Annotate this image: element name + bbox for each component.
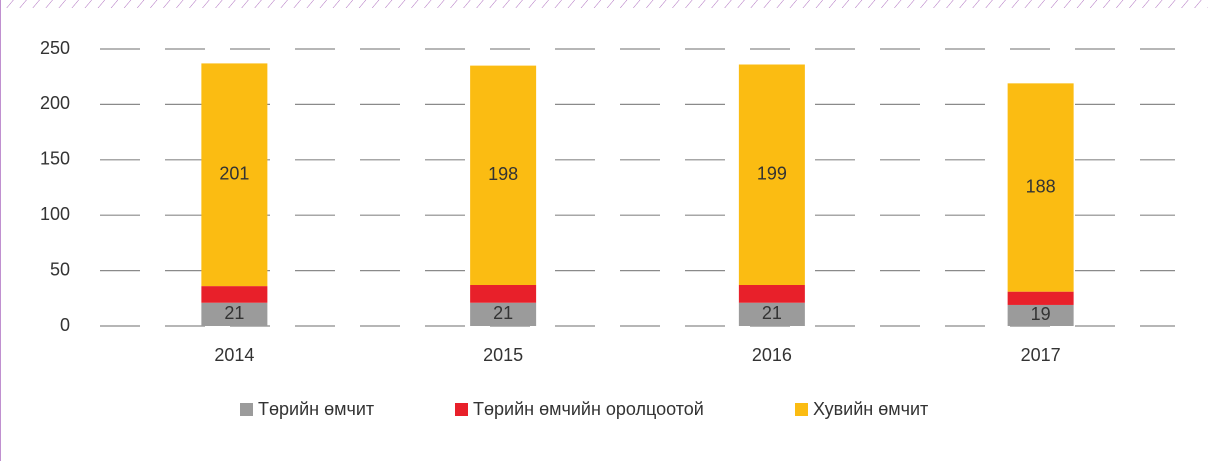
x-tick-label: 2016 xyxy=(752,345,792,365)
bar-segment xyxy=(470,302,537,326)
x-tick-label: 2017 xyxy=(1021,345,1061,365)
data-label: 188 xyxy=(1026,176,1056,196)
y-tick-label: 250 xyxy=(40,38,70,58)
bar-segment xyxy=(738,64,805,286)
data-label: 199 xyxy=(757,164,787,184)
legend-label: Төрийн өмчит xyxy=(258,399,374,419)
data-label: 21 xyxy=(762,303,782,323)
bar-segment xyxy=(201,63,268,287)
legend-label: Хувийн өмчит xyxy=(813,399,928,419)
x-tick-label: 2015 xyxy=(483,345,523,365)
y-tick-label: 0 xyxy=(60,315,70,335)
y-tick-label: 100 xyxy=(40,204,70,224)
legend-swatch xyxy=(455,403,468,416)
header-strip xyxy=(0,0,1208,8)
data-label: 21 xyxy=(224,303,244,323)
bar-segment xyxy=(201,302,268,326)
x-tick-label: 2014 xyxy=(214,345,254,365)
y-tick-label: 50 xyxy=(50,259,70,279)
data-label: 21 xyxy=(493,303,513,323)
y-tick-label: 200 xyxy=(40,93,70,113)
bar-segment xyxy=(1007,304,1074,326)
bar-segment xyxy=(738,285,805,303)
bar-segment xyxy=(470,65,537,286)
bar-segment xyxy=(1007,83,1074,292)
data-label: 198 xyxy=(488,164,518,184)
bar-segment xyxy=(201,286,268,303)
bar-segment xyxy=(1007,291,1074,305)
data-label: 201 xyxy=(219,164,249,184)
legend-label: Төрийн өмчийн оролцоотой xyxy=(473,399,704,419)
data-label: 19 xyxy=(1031,304,1051,324)
bar-segment xyxy=(738,302,805,326)
legend-swatch xyxy=(240,403,253,416)
legend-swatch xyxy=(795,403,808,416)
bar-segment xyxy=(470,285,537,303)
y-tick-label: 150 xyxy=(40,149,70,169)
